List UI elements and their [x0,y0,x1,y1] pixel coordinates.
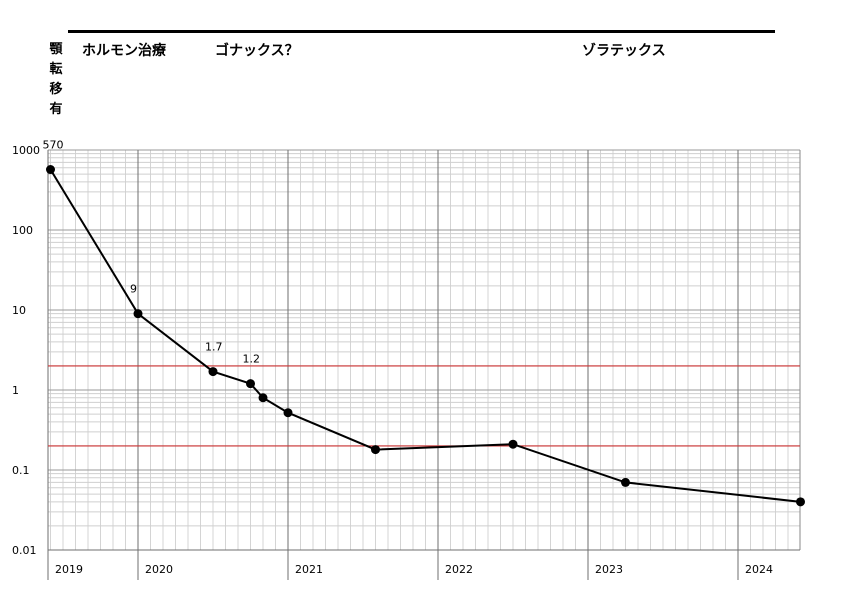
data-point [46,165,55,175]
plot-area [48,150,800,550]
data-point [283,408,293,418]
y-tick-label: 1 [12,384,19,397]
vertical-label: 顎 転 移 有 [47,40,65,120]
data-point [796,497,805,507]
series-line [49,169,801,503]
phase-label-gonax: ゴナックス？ [215,43,299,59]
vertical-label-char: 有 [49,102,63,117]
year-label: 2022 [445,563,473,576]
y-tick-label: 100 [12,224,33,237]
data-point [621,477,630,487]
year-label: 2024 [745,563,773,576]
data-point [508,439,518,449]
phase-label-zoladex: ゾラテックス [582,43,666,59]
vertical-label-char: 移 [49,82,63,97]
year-label: 2023 [595,563,623,576]
data-point [371,445,380,455]
vertical-label-char: 転 [49,62,63,77]
data-label: 570 [43,139,64,152]
data-point [208,367,218,377]
header-rule [68,30,775,33]
year-label: 2020 [145,563,173,576]
data-label: 9 [130,283,137,296]
vertical-label-char: 顎 [49,42,63,57]
data-label: 1.2 [243,353,261,366]
y-tick-label: 0.1 [12,464,30,477]
y-tick-label: 10 [12,304,26,317]
data-point [133,309,143,319]
data-label: 1.7 [205,341,223,354]
phase-label-hormone-therapy: ホルモン治療 [82,43,166,59]
y-tick-label: 0.01 [12,544,37,557]
year-label: 2021 [295,563,323,576]
year-label: 2019 [55,563,83,576]
data-point [258,393,268,403]
y-tick-label: 1000 [12,144,40,157]
data-point [246,379,255,389]
